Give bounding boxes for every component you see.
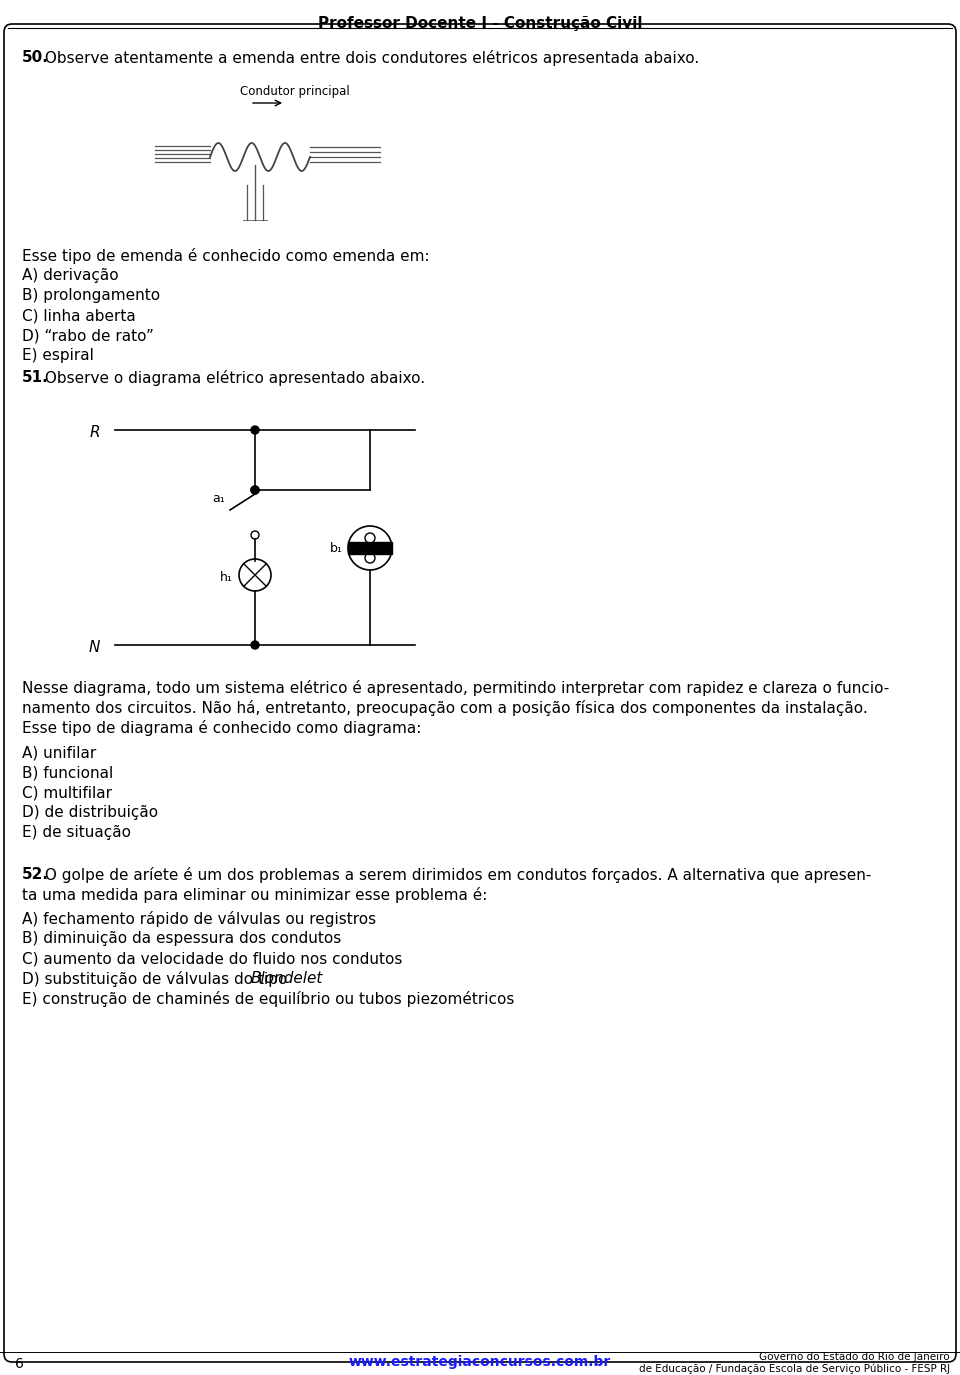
Text: D) substituição de válvulas do tipo: D) substituição de válvulas do tipo xyxy=(22,971,292,987)
Text: Observe o diagrama elétrico apresentado abaixo.: Observe o diagrama elétrico apresentado … xyxy=(40,370,425,386)
Text: Blondelet: Blondelet xyxy=(251,971,323,986)
Text: C) linha aberta: C) linha aberta xyxy=(22,308,135,323)
FancyBboxPatch shape xyxy=(4,23,956,1363)
Text: E) construção de chaminés de equilíbrio ou tubos piezométricos: E) construção de chaminés de equilíbrio … xyxy=(22,991,515,1006)
Text: de Educação / Fundação Escola de Serviço Público - FESP RJ: de Educação / Fundação Escola de Serviço… xyxy=(638,1364,950,1374)
Text: Condutor principal: Condutor principal xyxy=(240,85,349,98)
Text: D) de distribuição: D) de distribuição xyxy=(22,804,158,820)
Text: C) aumento da velocidade do fluido nos condutos: C) aumento da velocidade do fluido nos c… xyxy=(22,951,402,967)
Text: E) de situação: E) de situação xyxy=(22,825,131,840)
Text: Nesse diagrama, todo um sistema elétrico é apresentado, permitindo interpretar c: Nesse diagrama, todo um sistema elétrico… xyxy=(22,681,889,696)
Text: 52.: 52. xyxy=(22,868,49,881)
Circle shape xyxy=(251,485,259,494)
Circle shape xyxy=(251,641,259,649)
Text: B) diminuição da espessura dos condutos: B) diminuição da espessura dos condutos xyxy=(22,931,341,946)
Circle shape xyxy=(251,426,259,434)
Text: 6: 6 xyxy=(15,1357,24,1371)
Text: Governo do Estado do Rio de Janeiro: Governo do Estado do Rio de Janeiro xyxy=(759,1352,950,1363)
Text: ta uma medida para eliminar ou minimizar esse problema é:: ta uma medida para eliminar ou minimizar… xyxy=(22,887,488,903)
Text: A) derivação: A) derivação xyxy=(22,268,119,283)
Text: 50.: 50. xyxy=(22,49,49,65)
Text: E) espiral: E) espiral xyxy=(22,348,94,363)
Text: O golpe de aríete é um dos problemas a serem dirimidos em condutos forçados. A a: O golpe de aríete é um dos problemas a s… xyxy=(40,868,872,883)
Text: Esse tipo de diagrama é conhecido como diagrama:: Esse tipo de diagrama é conhecido como d… xyxy=(22,720,421,736)
Text: C) multifilar: C) multifilar xyxy=(22,785,112,800)
Text: Esse tipo de emenda é conhecido como emenda em:: Esse tipo de emenda é conhecido como eme… xyxy=(22,248,430,264)
Text: A) fechamento rápido de válvulas ou registros: A) fechamento rápido de válvulas ou regi… xyxy=(22,912,376,927)
Text: R: R xyxy=(89,425,100,440)
Text: www.estrategiaconcursos.com.br: www.estrategiaconcursos.com.br xyxy=(348,1354,612,1370)
Text: a₁: a₁ xyxy=(212,491,225,505)
Text: B) funcional: B) funcional xyxy=(22,765,113,780)
Text: namento dos circuitos. Não há, entretanto, preocupação com a posição física dos : namento dos circuitos. Não há, entretant… xyxy=(22,700,868,716)
Text: 51.: 51. xyxy=(22,370,49,385)
Text: A) unifilar: A) unifilar xyxy=(22,745,96,760)
Text: D) “rabo de rato”: D) “rabo de rato” xyxy=(22,329,154,342)
Text: h₁: h₁ xyxy=(220,571,233,583)
Bar xyxy=(348,542,392,554)
Text: B) prolongamento: B) prolongamento xyxy=(22,287,160,302)
Text: Professor Docente I - Construção Civil: Professor Docente I - Construção Civil xyxy=(318,16,642,32)
Text: Observe atentamente a emenda entre dois condutores elétricos apresentada abaixo.: Observe atentamente a emenda entre dois … xyxy=(40,49,699,66)
Text: b₁: b₁ xyxy=(330,542,343,554)
Text: N: N xyxy=(88,639,100,654)
